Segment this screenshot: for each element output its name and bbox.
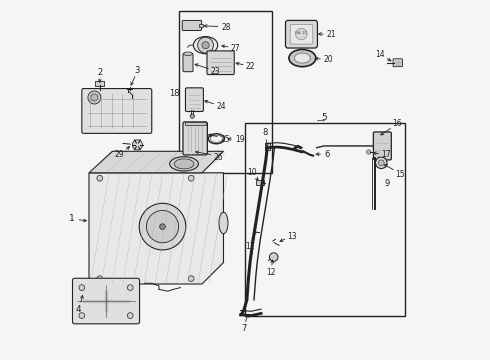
FancyBboxPatch shape bbox=[182, 21, 201, 31]
Text: 11: 11 bbox=[245, 242, 254, 251]
Circle shape bbox=[127, 313, 133, 319]
FancyBboxPatch shape bbox=[183, 53, 193, 72]
Circle shape bbox=[367, 150, 371, 154]
Text: 29: 29 bbox=[115, 150, 124, 159]
Circle shape bbox=[188, 276, 194, 282]
FancyBboxPatch shape bbox=[183, 122, 207, 155]
Circle shape bbox=[188, 175, 194, 181]
Text: 27: 27 bbox=[231, 44, 241, 53]
Circle shape bbox=[378, 160, 384, 166]
Text: 5: 5 bbox=[321, 113, 327, 122]
FancyBboxPatch shape bbox=[82, 89, 152, 134]
Text: 10: 10 bbox=[247, 168, 257, 177]
Circle shape bbox=[79, 313, 85, 319]
Text: 16: 16 bbox=[392, 119, 402, 128]
Ellipse shape bbox=[174, 159, 194, 169]
Bar bbox=[199, 24, 203, 27]
Text: 26: 26 bbox=[213, 153, 223, 162]
Text: 19: 19 bbox=[235, 135, 245, 144]
Circle shape bbox=[91, 94, 98, 101]
Circle shape bbox=[97, 276, 102, 282]
Circle shape bbox=[375, 157, 387, 168]
Circle shape bbox=[147, 211, 179, 243]
FancyBboxPatch shape bbox=[373, 132, 392, 160]
Text: 14: 14 bbox=[375, 50, 385, 59]
Text: 20: 20 bbox=[323, 55, 333, 64]
Ellipse shape bbox=[294, 53, 311, 63]
Circle shape bbox=[88, 91, 101, 104]
Text: 17: 17 bbox=[381, 150, 391, 159]
Circle shape bbox=[190, 114, 195, 118]
Ellipse shape bbox=[184, 52, 192, 55]
Polygon shape bbox=[89, 151, 223, 173]
Circle shape bbox=[295, 28, 307, 40]
Ellipse shape bbox=[289, 49, 316, 67]
Text: 24: 24 bbox=[216, 102, 226, 111]
Ellipse shape bbox=[219, 212, 228, 234]
FancyBboxPatch shape bbox=[207, 51, 234, 75]
Circle shape bbox=[132, 140, 143, 150]
Text: 4: 4 bbox=[75, 305, 81, 314]
Ellipse shape bbox=[194, 37, 218, 54]
Text: 8: 8 bbox=[262, 128, 268, 137]
Circle shape bbox=[160, 224, 166, 229]
Text: 25: 25 bbox=[220, 135, 230, 144]
Text: 28: 28 bbox=[221, 23, 231, 32]
Bar bbox=[256, 180, 265, 185]
FancyBboxPatch shape bbox=[73, 278, 140, 324]
Text: 3: 3 bbox=[135, 66, 140, 75]
Circle shape bbox=[139, 203, 186, 250]
Bar bbox=[265, 143, 270, 150]
FancyBboxPatch shape bbox=[393, 59, 402, 67]
Bar bbox=[179, 12, 272, 173]
Polygon shape bbox=[89, 173, 223, 284]
Circle shape bbox=[197, 37, 214, 53]
Text: 22: 22 bbox=[246, 62, 255, 71]
FancyBboxPatch shape bbox=[186, 88, 203, 112]
Text: 1: 1 bbox=[69, 214, 75, 223]
Circle shape bbox=[202, 41, 209, 49]
FancyBboxPatch shape bbox=[290, 24, 313, 44]
Circle shape bbox=[97, 175, 102, 181]
Text: 9: 9 bbox=[384, 179, 389, 188]
Bar bbox=[185, 122, 205, 125]
Ellipse shape bbox=[170, 157, 198, 171]
Text: 12: 12 bbox=[266, 268, 275, 277]
Text: 21: 21 bbox=[326, 30, 336, 39]
Text: 18: 18 bbox=[169, 89, 179, 98]
Bar bbox=[245, 123, 405, 316]
Circle shape bbox=[270, 253, 278, 261]
Text: 7: 7 bbox=[241, 324, 246, 333]
Text: 13: 13 bbox=[288, 232, 297, 241]
Circle shape bbox=[127, 285, 133, 291]
FancyBboxPatch shape bbox=[286, 21, 318, 48]
Text: 15: 15 bbox=[395, 170, 405, 179]
Bar bbox=[95, 81, 104, 86]
Text: 2: 2 bbox=[97, 68, 102, 77]
Circle shape bbox=[79, 285, 85, 291]
Text: 23: 23 bbox=[211, 67, 220, 76]
Text: SA 10: SA 10 bbox=[294, 31, 307, 35]
Text: 6: 6 bbox=[325, 150, 330, 159]
